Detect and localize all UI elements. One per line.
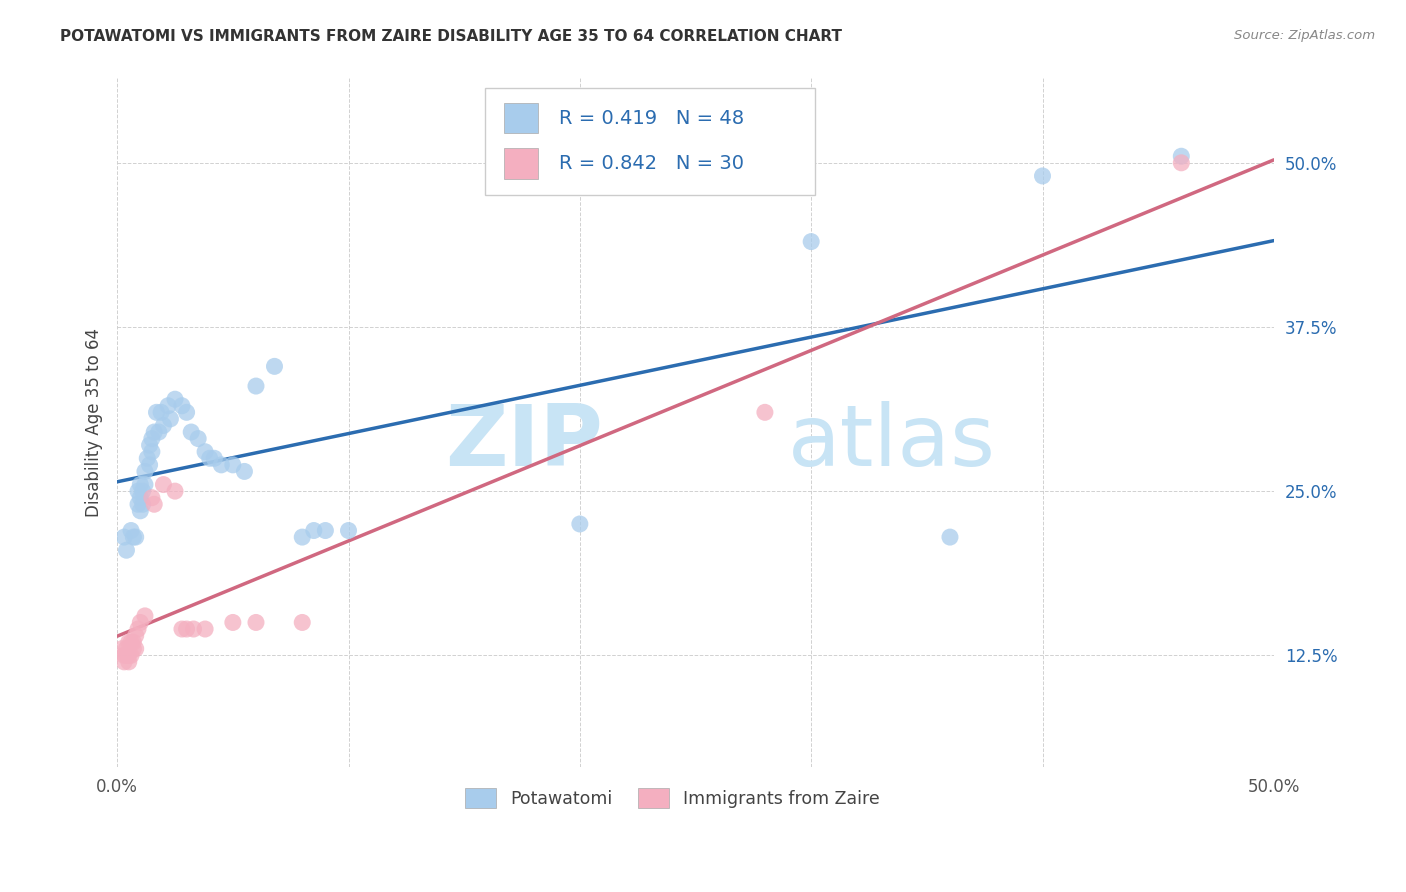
Point	[1031, 169, 1053, 183]
Point	[291, 615, 314, 630]
Text: R = 0.419   N = 48: R = 0.419 N = 48	[560, 109, 744, 128]
Point	[125, 629, 148, 643]
Point	[120, 524, 142, 538]
Text: POTAWATOMI VS IMMIGRANTS FROM ZAIRE DISABILITY AGE 35 TO 64 CORRELATION CHART: POTAWATOMI VS IMMIGRANTS FROM ZAIRE DISA…	[60, 29, 842, 45]
Point	[120, 648, 142, 663]
Point	[194, 444, 217, 458]
Point	[115, 641, 138, 656]
Text: R = 0.842   N = 30: R = 0.842 N = 30	[560, 154, 744, 173]
Point	[118, 648, 141, 663]
Point	[314, 524, 336, 538]
Point	[120, 635, 142, 649]
Point	[170, 622, 193, 636]
Point	[127, 622, 149, 636]
Point	[122, 530, 145, 544]
Bar	[503, 148, 538, 178]
Text: atlas: atlas	[787, 401, 995, 484]
Point	[131, 484, 153, 499]
Point	[1170, 156, 1192, 170]
Point	[118, 635, 141, 649]
Point	[127, 497, 149, 511]
Point	[141, 491, 163, 505]
Point	[122, 635, 145, 649]
Point	[127, 484, 149, 499]
Point	[568, 516, 591, 531]
Point	[163, 484, 186, 499]
Point	[198, 451, 221, 466]
Point	[1170, 149, 1192, 163]
Legend: Potawatomi, Immigrants from Zaire: Potawatomi, Immigrants from Zaire	[458, 780, 887, 814]
Point	[141, 432, 163, 446]
Point	[129, 491, 152, 505]
Bar	[503, 103, 538, 133]
Point	[125, 641, 148, 656]
Point	[138, 458, 160, 472]
Point	[176, 405, 198, 419]
Point	[134, 477, 156, 491]
Point	[939, 530, 962, 544]
Point	[163, 392, 186, 407]
Point	[136, 451, 159, 466]
Bar	[485, 87, 814, 194]
Point	[183, 622, 205, 636]
Point	[138, 438, 160, 452]
Y-axis label: Disability Age 35 to 64: Disability Age 35 to 64	[86, 327, 103, 516]
Point	[134, 608, 156, 623]
Point	[245, 615, 267, 630]
Point	[129, 477, 152, 491]
Point	[148, 425, 170, 439]
Point	[157, 399, 180, 413]
Point	[263, 359, 285, 374]
Point	[222, 615, 245, 630]
Point	[800, 235, 823, 249]
Point	[115, 648, 138, 663]
Point	[134, 465, 156, 479]
Point	[118, 655, 141, 669]
Point	[170, 399, 193, 413]
Point	[145, 405, 167, 419]
Point	[302, 524, 325, 538]
Point	[233, 465, 256, 479]
Point	[159, 412, 181, 426]
Point	[112, 655, 135, 669]
Point	[115, 543, 138, 558]
Point	[129, 615, 152, 630]
Point	[150, 405, 173, 419]
Point	[291, 530, 314, 544]
Point	[152, 418, 174, 433]
Point	[129, 504, 152, 518]
Point	[245, 379, 267, 393]
Point	[754, 405, 776, 419]
Point	[122, 641, 145, 656]
Point	[112, 530, 135, 544]
Point	[187, 432, 209, 446]
Point	[125, 530, 148, 544]
Point	[202, 451, 225, 466]
Point	[180, 425, 202, 439]
Point	[111, 641, 134, 656]
Text: ZIP: ZIP	[446, 401, 603, 484]
Point	[131, 497, 153, 511]
Point	[141, 444, 163, 458]
Point	[112, 648, 135, 663]
Point	[176, 622, 198, 636]
Point	[209, 458, 232, 472]
Text: Source: ZipAtlas.com: Source: ZipAtlas.com	[1234, 29, 1375, 43]
Point	[222, 458, 245, 472]
Point	[152, 477, 174, 491]
Point	[337, 524, 360, 538]
Point	[194, 622, 217, 636]
Point	[143, 425, 166, 439]
Point	[143, 497, 166, 511]
